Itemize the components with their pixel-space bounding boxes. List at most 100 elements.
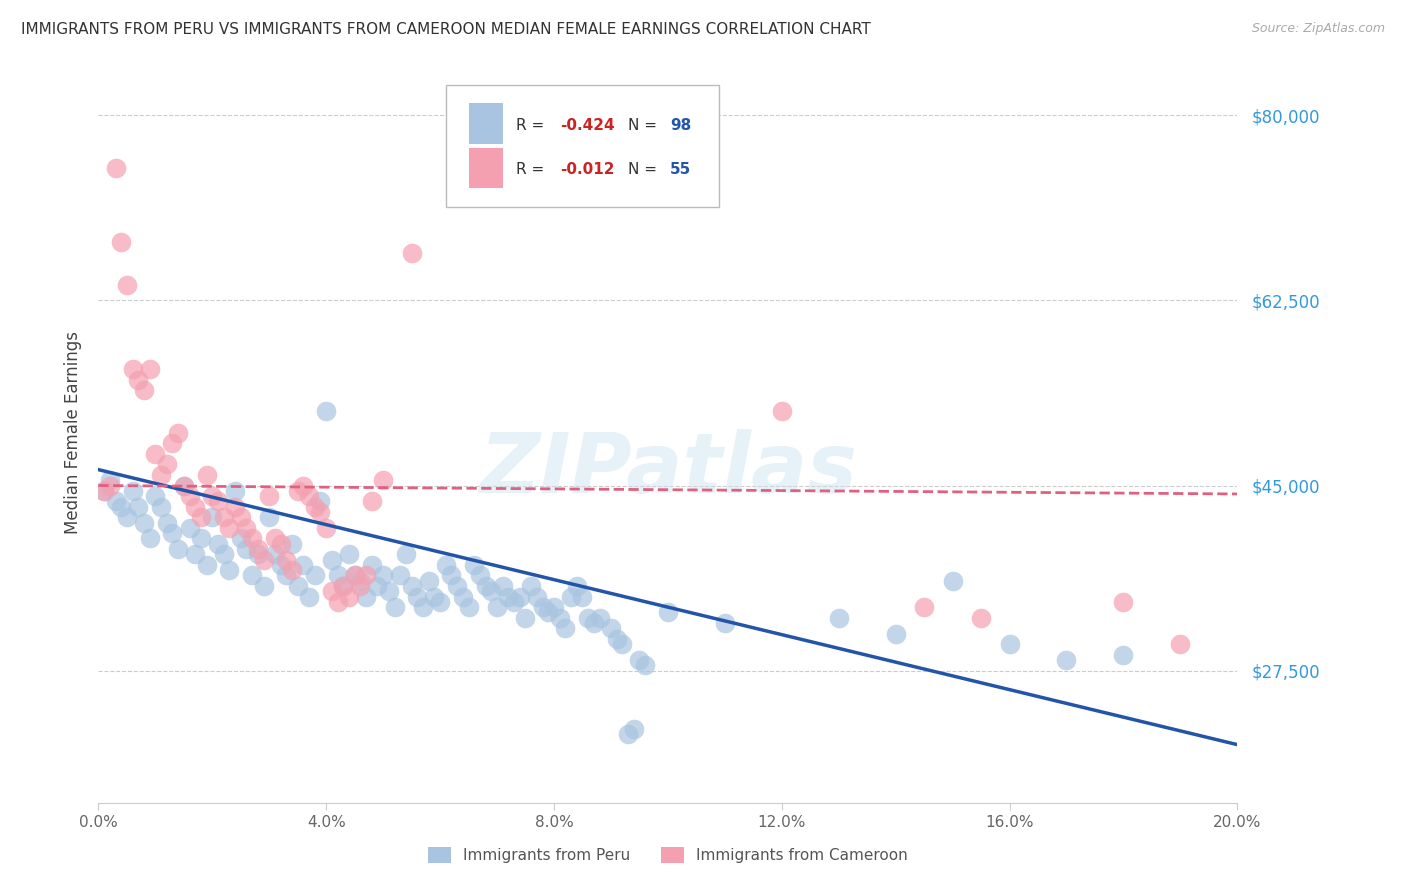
Point (190, 510, 212, 524)
Point (1112, 595, 1135, 609)
Text: 55: 55 (671, 162, 692, 178)
Point (110, 500, 132, 514)
Point (321, 584, 343, 599)
Point (138, 532, 160, 546)
Point (98, 478, 121, 492)
Point (298, 590, 321, 604)
Point (173, 478, 195, 492)
Point (132, 384, 155, 398)
Point (195, 558, 218, 572)
Point (184, 547, 207, 561)
Point (509, 590, 531, 604)
Point (252, 552, 274, 566)
Point (1112, 648, 1135, 662)
Point (468, 568, 491, 582)
Point (246, 541, 269, 556)
Point (531, 600, 554, 615)
Point (93, 483, 115, 498)
Point (121, 483, 143, 498)
Point (714, 615, 737, 630)
Point (401, 245, 423, 260)
Point (423, 590, 446, 604)
Point (259, 510, 281, 524)
Point (463, 558, 485, 572)
Point (354, 568, 377, 582)
Point (270, 558, 292, 572)
FancyBboxPatch shape (468, 147, 503, 188)
Point (315, 521, 337, 535)
Point (770, 404, 793, 418)
Point (332, 579, 354, 593)
Text: N =: N = (628, 118, 662, 133)
Point (389, 568, 412, 582)
Point (270, 536, 292, 550)
Point (628, 653, 651, 667)
Point (281, 563, 304, 577)
Text: -0.012: -0.012 (560, 162, 614, 178)
Point (145, 489, 167, 503)
Point (235, 521, 257, 535)
Point (337, 590, 360, 604)
Text: ZIPatlas: ZIPatlas (479, 429, 856, 510)
Point (503, 595, 526, 609)
Point (600, 621, 623, 635)
Point (115, 277, 138, 292)
Point (162, 526, 184, 541)
Point (138, 362, 160, 376)
Point (617, 727, 640, 741)
Point (565, 579, 588, 593)
Point (418, 574, 440, 588)
Point (104, 161, 127, 176)
Point (127, 373, 149, 387)
Text: R =: R = (516, 162, 550, 178)
Point (498, 590, 520, 604)
Point (287, 579, 309, 593)
Point (218, 563, 240, 577)
Point (150, 500, 173, 514)
Point (98, 473, 121, 487)
Point (1056, 653, 1078, 667)
Point (276, 552, 298, 566)
Point (173, 478, 195, 492)
Point (828, 611, 851, 625)
Point (156, 458, 179, 472)
Point (332, 579, 354, 593)
Point (970, 611, 993, 625)
Point (474, 579, 496, 593)
Point (132, 516, 155, 530)
Point (515, 611, 537, 625)
Point (93, 483, 115, 498)
Point (440, 568, 463, 582)
Point (240, 568, 263, 582)
FancyBboxPatch shape (468, 103, 503, 144)
Point (321, 552, 343, 566)
Point (486, 600, 509, 615)
Legend: Immigrants from Peru, Immigrants from Cameroon: Immigrants from Peru, Immigrants from Ca… (422, 841, 914, 869)
Point (582, 615, 605, 630)
Point (998, 637, 1021, 651)
Point (264, 547, 287, 561)
Text: -0.424: -0.424 (560, 118, 614, 133)
Point (110, 235, 132, 250)
Text: IMMIGRANTS FROM PERU VS IMMIGRANTS FROM CAMEROON MEDIAN FEMALE EARNINGS CORRELAT: IMMIGRANTS FROM PERU VS IMMIGRANTS FROM … (21, 22, 870, 37)
Point (167, 425, 190, 440)
Point (292, 478, 315, 492)
Point (457, 600, 479, 615)
Point (373, 568, 395, 582)
Point (451, 590, 474, 604)
Point (1170, 637, 1192, 651)
Point (634, 658, 657, 673)
Point (150, 467, 173, 482)
Point (373, 473, 395, 487)
Point (201, 489, 224, 503)
Point (276, 568, 298, 582)
Point (446, 579, 468, 593)
Point (378, 584, 401, 599)
Point (179, 489, 201, 503)
Point (167, 541, 190, 556)
Y-axis label: Median Female Earnings: Median Female Earnings (63, 331, 82, 534)
Text: N =: N = (628, 162, 662, 178)
Point (571, 590, 593, 604)
Point (195, 467, 218, 482)
Point (304, 500, 326, 514)
